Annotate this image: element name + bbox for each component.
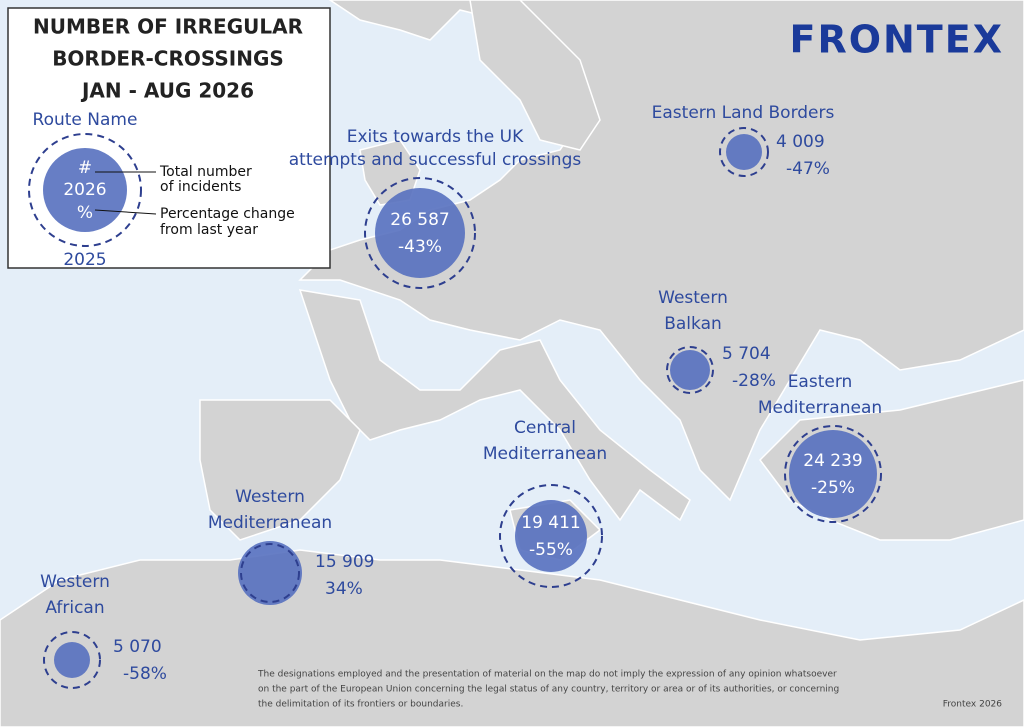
legend-dashed-circle bbox=[28, 133, 142, 247]
disclaimer: on the part of the European Union concer… bbox=[258, 685, 839, 695]
route-name: Mediterranean bbox=[483, 444, 607, 464]
credit: Frontex 2026 bbox=[943, 700, 1003, 710]
logo: FRONTEX bbox=[789, 18, 1004, 62]
route-dashed-circle bbox=[499, 484, 603, 588]
route-circle bbox=[375, 188, 465, 278]
title-line: NUMBER OF IRREGULAR bbox=[33, 15, 303, 39]
route-name: Central bbox=[514, 418, 576, 438]
route-dashed-circle bbox=[364, 177, 476, 289]
route-circle bbox=[515, 500, 587, 572]
route-change: -43% bbox=[398, 237, 442, 257]
route-name: Exits towards the UK bbox=[347, 127, 524, 147]
route-change: -47% bbox=[786, 159, 830, 179]
note: from last year bbox=[160, 222, 258, 238]
route-name: Western bbox=[40, 572, 110, 592]
route-change: -25% bbox=[811, 478, 855, 498]
route-circle bbox=[789, 430, 877, 518]
legend-count-symbol: # bbox=[78, 158, 92, 178]
legend-change-symbol: % bbox=[77, 203, 93, 223]
route-count: 15 909 bbox=[315, 552, 374, 572]
route-name: Eastern bbox=[788, 372, 853, 392]
route-dashed-circle bbox=[719, 127, 769, 177]
route-dashed-circle bbox=[240, 543, 300, 603]
route-change: -58% bbox=[123, 664, 167, 684]
route-name: Balkan bbox=[664, 314, 722, 334]
title-line: BORDER-CROSSINGS bbox=[52, 47, 284, 71]
legend-route-name: Route Name bbox=[33, 110, 138, 130]
route-circle bbox=[670, 350, 710, 390]
route-change: -28% bbox=[732, 371, 776, 391]
note: Total number bbox=[159, 164, 252, 180]
route-dashed-circle bbox=[43, 631, 101, 689]
route-name: Mediterranean bbox=[758, 398, 882, 418]
route-name: Western bbox=[235, 487, 305, 507]
route-circle bbox=[54, 642, 90, 678]
footer: The designations employed and the presen… bbox=[257, 670, 1002, 710]
route-name: African bbox=[45, 598, 104, 618]
pointer bbox=[94, 209, 157, 215]
note: of incidents bbox=[160, 179, 241, 195]
route-change: -55% bbox=[529, 540, 573, 560]
legend-year: 2026 bbox=[63, 180, 106, 200]
note: Percentage change bbox=[160, 206, 295, 222]
legend-prev-year: 2025 bbox=[63, 250, 106, 270]
route-name: Eastern Land Borders bbox=[652, 103, 835, 123]
route-count: 5 070 bbox=[113, 637, 162, 657]
route-dashed-circle bbox=[784, 425, 882, 523]
route-count: 26 587 bbox=[390, 210, 449, 230]
route-circle bbox=[238, 541, 302, 605]
title-line: JAN - AUG 2026 bbox=[80, 79, 254, 103]
disclaimer: the delimitation of its frontiers or bou… bbox=[258, 700, 463, 710]
route-count: 24 239 bbox=[803, 451, 862, 471]
route-circle bbox=[726, 134, 762, 170]
route-change: 34% bbox=[325, 579, 363, 599]
route-count: 4 009 bbox=[776, 132, 825, 152]
route-name: Mediterranean bbox=[208, 513, 332, 533]
route-name: Western bbox=[658, 288, 728, 308]
legend-title: NUMBER OF IRREGULAR BORDER-CROSSINGS JAN… bbox=[33, 15, 303, 103]
legend-notes: Total number of incidents Percentage cha… bbox=[159, 164, 295, 238]
disclaimer: The designations employed and the presen… bbox=[257, 670, 837, 680]
route-count: 19 411 bbox=[521, 513, 580, 533]
route-dashed-circle bbox=[666, 346, 714, 394]
route-count: 5 704 bbox=[722, 344, 771, 364]
route-note: attempts and successful crossings bbox=[289, 150, 582, 170]
